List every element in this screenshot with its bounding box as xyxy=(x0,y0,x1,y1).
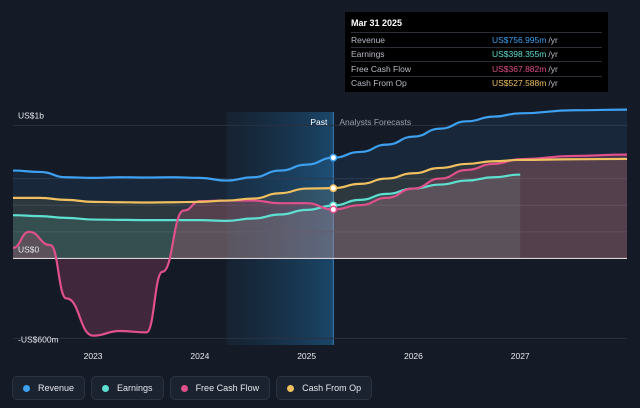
marker-revenue xyxy=(329,153,338,162)
past-highlight-band xyxy=(226,112,334,345)
marker-cash-from-op xyxy=(329,184,338,193)
legend-item-revenue[interactable]: Revenue xyxy=(12,376,86,400)
x-tick-label: 2024 xyxy=(190,351,209,361)
legend-item-earnings[interactable]: Earnings xyxy=(91,376,164,400)
tooltip-row-revenue: Revenue US$756.995m /yr xyxy=(351,32,602,47)
legend-dot-icon xyxy=(180,384,188,392)
x-tick-label: 2025 xyxy=(297,351,316,361)
tooltip-label: Free Cash Flow xyxy=(351,63,411,74)
tooltip-unit: /yr xyxy=(548,78,558,89)
legend-label: Cash From Op xyxy=(302,383,362,393)
tooltip-row-earnings: Earnings US$398.355m /yr xyxy=(351,46,602,62)
legend-label: Revenue xyxy=(38,383,75,393)
line-cash-from-op xyxy=(12,157,628,204)
tooltip-value: US$527.588m xyxy=(492,78,547,89)
line-earnings xyxy=(12,173,521,223)
tooltip-date: Mar 31 2025 xyxy=(351,18,403,28)
area-revenue xyxy=(13,109,627,259)
tooltip-label: Earnings xyxy=(351,49,385,60)
marker-free-cash-flow xyxy=(329,205,338,214)
tooltip-unit: /yr xyxy=(548,49,558,60)
area-free-cash-flow xyxy=(13,154,627,336)
tooltip-label: Revenue xyxy=(351,34,386,45)
line-free-cash-flow xyxy=(12,153,628,337)
legend-label: Earnings xyxy=(117,383,153,393)
tooltip-row-cash-from-op: Cash From Op US$527.588m /yr xyxy=(351,75,602,91)
legend-item-cash-from-op[interactable]: Cash From Op xyxy=(276,376,373,400)
past-label: Past xyxy=(310,117,328,127)
tooltip-label: Cash From Op xyxy=(351,78,407,89)
legend-item-free-cash-flow[interactable]: Free Cash Flow xyxy=(169,376,271,400)
x-tick-label: 2023 xyxy=(84,351,103,361)
tooltip-value: US$756.995m xyxy=(492,34,547,45)
y-tick-label: US$0 xyxy=(18,244,40,254)
x-tick-label: 2027 xyxy=(511,351,530,361)
tooltip-unit: /yr xyxy=(548,63,558,74)
y-tick-label: -US$600m xyxy=(18,334,59,344)
forecast-label: Analysts Forecasts xyxy=(339,117,411,127)
y-tick-label: US$1b xyxy=(18,110,44,120)
legend: Revenue Earnings Free Cash Flow Cash Fro… xyxy=(12,376,373,400)
tooltip: Mar 31 2025 Revenue US$756.995m /yr Earn… xyxy=(345,12,608,92)
legend-dot-icon xyxy=(23,384,30,392)
legend-label: Free Cash Flow xyxy=(195,383,260,393)
tooltip-value: US$367.882m xyxy=(492,63,547,74)
tooltip-value: US$398.355m xyxy=(492,49,547,60)
x-tick-label: 2026 xyxy=(404,351,423,361)
legend-dot-icon xyxy=(287,384,295,392)
tooltip-row-free-cash-flow: Free Cash Flow US$367.882m /yr xyxy=(351,61,602,76)
line-revenue xyxy=(12,108,628,182)
tooltip-unit: /yr xyxy=(548,34,558,45)
legend-dot-icon xyxy=(102,384,110,392)
